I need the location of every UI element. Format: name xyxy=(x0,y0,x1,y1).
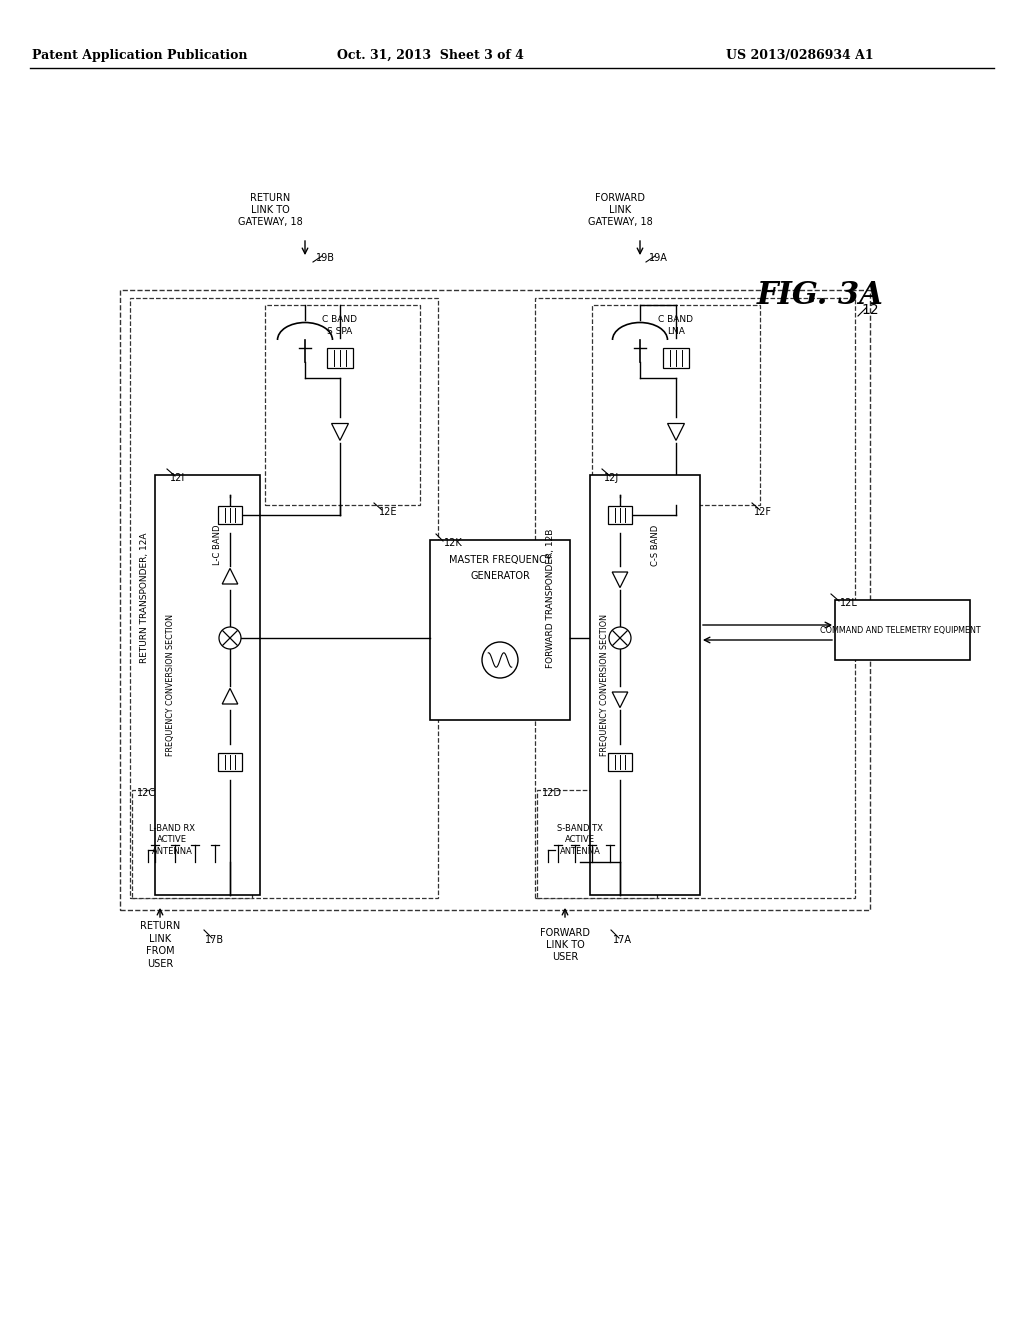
Bar xyxy=(537,789,657,898)
Bar xyxy=(120,290,870,909)
Text: COMMAND AND TELEMETRY EQUIPMENT: COMMAND AND TELEMETRY EQUIPMENT xyxy=(819,626,980,635)
Polygon shape xyxy=(222,569,238,583)
Text: FORWARD
LINK TO
USER: FORWARD LINK TO USER xyxy=(540,928,590,962)
Text: 12D: 12D xyxy=(542,788,562,799)
Bar xyxy=(218,752,242,771)
Text: C BAND: C BAND xyxy=(658,315,693,325)
Bar xyxy=(608,752,632,771)
Text: LNA: LNA xyxy=(667,327,685,337)
Text: 12F: 12F xyxy=(754,507,772,517)
Text: US 2013/0286934 A1: US 2013/0286934 A1 xyxy=(726,49,873,62)
Text: RETURN
LINK TO
GATEWAY, 18: RETURN LINK TO GATEWAY, 18 xyxy=(238,193,302,227)
Text: 12E: 12E xyxy=(379,507,397,517)
Bar xyxy=(663,348,689,368)
Text: FORWARD TRANSPONDER, 12B: FORWARD TRANSPONDER, 12B xyxy=(546,528,555,668)
Text: L-BAND RX
ACTIVE
ANTENNA: L-BAND RX ACTIVE ANTENNA xyxy=(150,825,195,855)
Bar xyxy=(155,475,260,895)
Text: 12I: 12I xyxy=(170,473,185,483)
Text: 19B: 19B xyxy=(315,253,335,263)
Text: S-BAND TX
ACTIVE
ANTENNA: S-BAND TX ACTIVE ANTENNA xyxy=(557,825,603,855)
Polygon shape xyxy=(612,572,628,587)
Bar xyxy=(835,601,970,660)
Polygon shape xyxy=(612,692,628,708)
Text: S SPA: S SPA xyxy=(328,327,352,337)
Text: MASTER FREQUENCY: MASTER FREQUENCY xyxy=(449,554,551,565)
Text: 17B: 17B xyxy=(206,935,224,945)
Bar xyxy=(132,789,252,898)
Polygon shape xyxy=(332,424,348,441)
Text: C BAND: C BAND xyxy=(323,315,357,325)
Text: GENERATOR: GENERATOR xyxy=(470,572,530,581)
Text: FIG. 3A: FIG. 3A xyxy=(757,280,884,310)
Polygon shape xyxy=(668,424,684,441)
Text: RETURN TRANSPONDER, 12A: RETURN TRANSPONDER, 12A xyxy=(140,533,150,663)
Polygon shape xyxy=(222,689,238,704)
Text: RETURN
LINK
FROM
USER: RETURN LINK FROM USER xyxy=(140,921,180,969)
Bar xyxy=(535,298,855,898)
Text: 12J: 12J xyxy=(604,473,620,483)
Bar xyxy=(592,305,760,506)
Bar xyxy=(430,540,570,719)
Bar xyxy=(327,348,353,368)
Bar xyxy=(265,305,420,506)
Text: 12L: 12L xyxy=(840,598,858,609)
Text: 19A: 19A xyxy=(648,253,668,263)
Text: L-C BAND: L-C BAND xyxy=(213,525,222,565)
Text: C-S BAND: C-S BAND xyxy=(650,524,659,566)
Bar xyxy=(130,298,438,898)
Circle shape xyxy=(482,642,518,678)
Text: 12C: 12C xyxy=(137,788,156,799)
Text: Patent Application Publication: Patent Application Publication xyxy=(32,49,248,62)
Text: 12: 12 xyxy=(861,304,879,317)
Bar xyxy=(218,506,242,524)
Bar xyxy=(590,475,700,895)
Bar xyxy=(608,506,632,524)
Text: 17A: 17A xyxy=(612,935,632,945)
Text: FREQUENCY CONVERSION SECTION: FREQUENCY CONVERSION SECTION xyxy=(600,614,609,756)
Text: 12K: 12K xyxy=(444,539,463,548)
Text: FREQUENCY CONVERSION SECTION: FREQUENCY CONVERSION SECTION xyxy=(166,614,174,756)
Circle shape xyxy=(219,627,241,649)
Text: FORWARD
LINK
GATEWAY, 18: FORWARD LINK GATEWAY, 18 xyxy=(588,193,652,227)
Text: Oct. 31, 2013  Sheet 3 of 4: Oct. 31, 2013 Sheet 3 of 4 xyxy=(337,49,523,62)
Circle shape xyxy=(609,627,631,649)
